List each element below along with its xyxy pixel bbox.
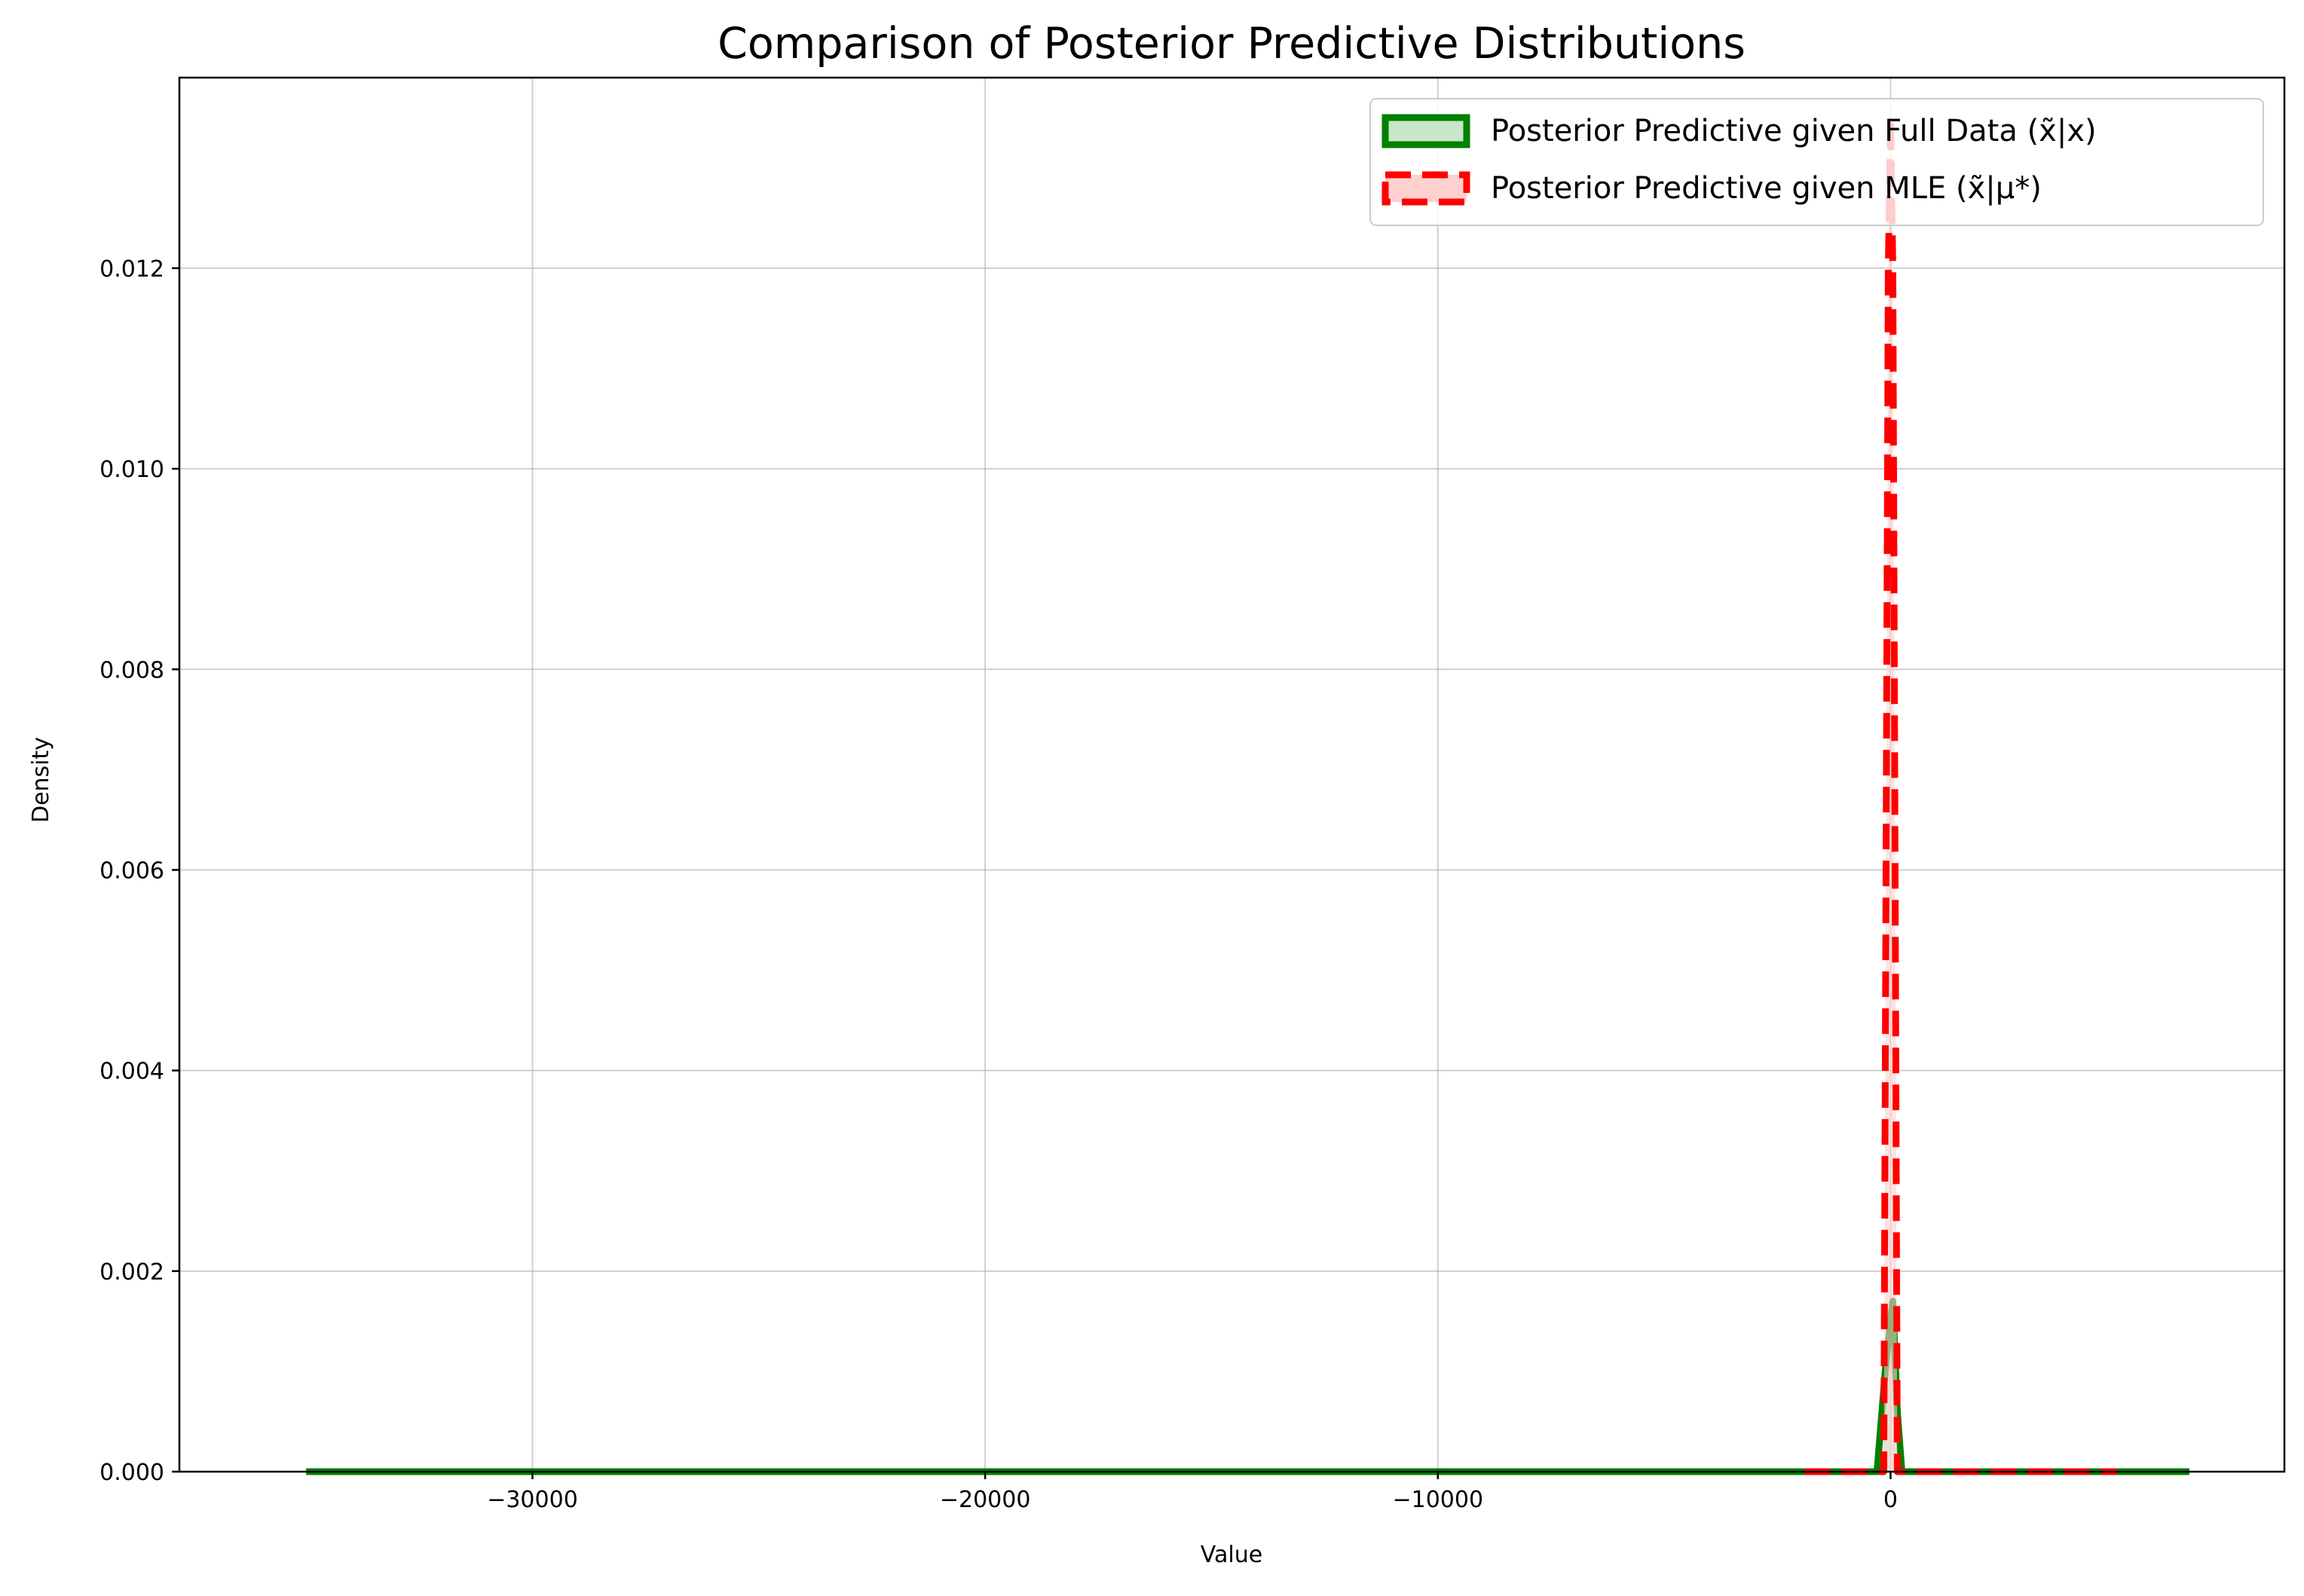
x-axis-label: Value — [1201, 1542, 1262, 1568]
legend-swatch-1 — [1381, 114, 1470, 148]
legend-label-1: Posterior Predictive given Full Data (x̃… — [1491, 114, 2097, 148]
legend-label-2: Posterior Predictive given MLE (x̃|μ*) — [1491, 171, 2042, 206]
y-axis-label: Density — [28, 737, 54, 823]
y-tick-label: 0.000 — [99, 1460, 164, 1486]
y-tick-label: 0.010 — [99, 457, 164, 483]
x-tick-label: 0 — [1883, 1487, 1898, 1513]
x-tick-label: −10000 — [1393, 1487, 1484, 1513]
x-tick-label: −20000 — [940, 1487, 1031, 1513]
legend-swatch-2 — [1381, 171, 1470, 206]
y-tick-label: 0.012 — [99, 256, 164, 283]
y-tick-label: 0.002 — [99, 1259, 164, 1286]
plot-frame — [178, 76, 2286, 1473]
y-tick-label: 0.006 — [99, 858, 164, 884]
y-tick-label: 0.004 — [99, 1059, 164, 1085]
x-tick-label: −30000 — [487, 1487, 578, 1513]
legend: Posterior Predictive given Full Data (x̃… — [1369, 98, 2264, 226]
legend-box — [1369, 98, 2264, 226]
chart-title: Comparison of Posterior Predictive Distr… — [718, 19, 1746, 69]
y-tick-label: 0.008 — [99, 657, 164, 683]
axes: −30000 −20000 −10000 0 0.000 0.002 0.004 0.006 0… — [99, 76, 2286, 1513]
